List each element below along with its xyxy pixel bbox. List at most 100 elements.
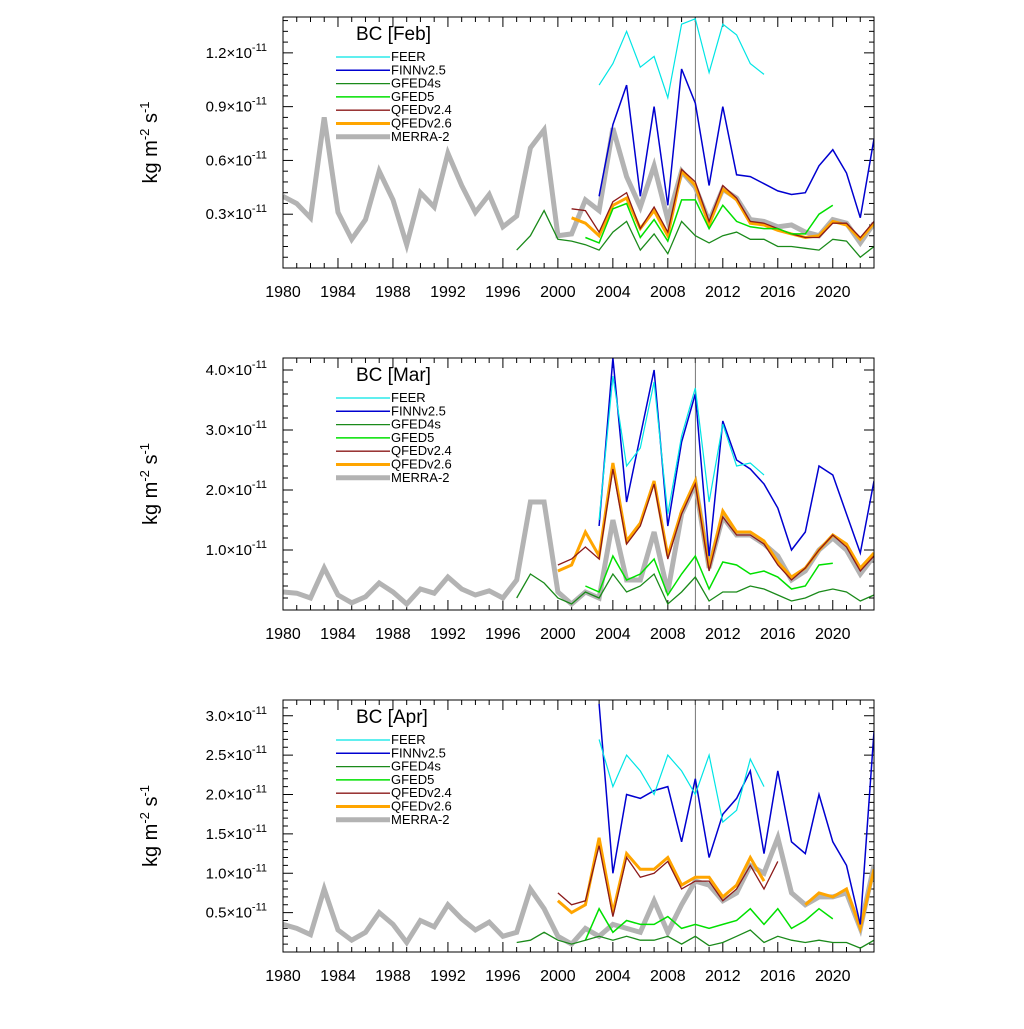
x-tick-label: 2000 xyxy=(540,284,576,301)
chart-panel-2: 1980 1984 1988 1992 1996 2000 2004 2008 2012 2016… xyxy=(137,357,875,643)
chart-title: BC [Feb] xyxy=(356,24,431,45)
legend-label: FEER xyxy=(391,49,426,64)
chart-title: BC [Apr] xyxy=(356,707,428,728)
x-tick-label: 1980 xyxy=(265,284,301,301)
series-line-gfed5 xyxy=(585,199,834,244)
series-line-merra-2 xyxy=(283,117,874,254)
x-tick-label: 2008 xyxy=(650,284,686,301)
y-tick-label: 2.0×10-11 xyxy=(206,784,267,804)
series-line-gfed4s xyxy=(516,209,874,259)
series-line-finnv2-5 xyxy=(598,68,874,219)
legend-label: QFEDv2.6 xyxy=(391,799,452,814)
series-line-feer xyxy=(598,375,765,521)
x-tick-label: 1992 xyxy=(430,626,466,643)
legend-label: FINNv2.5 xyxy=(391,62,446,77)
x-tick-label: 1988 xyxy=(375,626,411,643)
legend-label: GFED4s xyxy=(391,417,441,432)
x-tick-label: 1996 xyxy=(485,968,521,985)
legend-label: GFED5 xyxy=(391,89,434,104)
y-tick-label: 3.0×10-11 xyxy=(206,705,267,725)
legend-label: QFEDv2.6 xyxy=(391,116,452,131)
y-axis-label: kg m-2 s-1 xyxy=(137,785,162,867)
plot-area xyxy=(283,703,874,949)
x-tick-label: 2000 xyxy=(540,626,576,643)
x-tick-label: 1984 xyxy=(320,968,356,985)
legend-label: GFED5 xyxy=(391,430,434,445)
y-tick-label: 2.5×10-11 xyxy=(206,744,267,764)
x-tick-label: 1980 xyxy=(265,626,301,643)
x-tick-label: 2016 xyxy=(760,284,796,301)
legend-label: GFED4s xyxy=(391,759,441,774)
legend-label: GFED5 xyxy=(391,772,434,787)
plot-frame xyxy=(282,699,875,953)
series-line-merra-2 xyxy=(283,475,874,608)
series-line-gfed4s xyxy=(516,572,874,606)
legend-label: FINNv2.5 xyxy=(391,403,446,418)
plot-frame xyxy=(282,16,875,269)
y-tick-label: 3.0×10-11 xyxy=(206,419,267,439)
x-tick-label: 2016 xyxy=(760,968,796,985)
x-tick-label: 2020 xyxy=(815,968,851,985)
legend-label: FEER xyxy=(391,390,426,405)
series-line-finnv2-5 xyxy=(598,703,874,925)
y-tick-label: 1.0×10-11 xyxy=(206,539,267,559)
series-line-feer xyxy=(598,17,765,101)
series-line-gfed4s xyxy=(516,929,874,949)
legend-label: MERRA-2 xyxy=(391,812,450,827)
x-tick-label: 1988 xyxy=(375,284,411,301)
series-line-qfedv2-4 xyxy=(557,845,779,917)
x-tick-label: 2008 xyxy=(650,626,686,643)
legend-label: QFEDv2.6 xyxy=(391,457,452,472)
x-tick-label: 1984 xyxy=(320,284,356,301)
x-tick-label: 2012 xyxy=(705,284,741,301)
x-tick-label: 2016 xyxy=(760,626,796,643)
y-tick-label: 0.3×10-11 xyxy=(206,203,267,223)
x-tick-label: 2008 xyxy=(650,968,686,985)
legend-label: MERRA-2 xyxy=(391,470,450,485)
x-tick-label: 2000 xyxy=(540,968,576,985)
x-tick-label: 2004 xyxy=(595,968,631,985)
legend-label: QFEDv2.4 xyxy=(391,785,452,800)
x-tick-label: 2020 xyxy=(815,626,851,643)
chart-panel-1: 1980 1984 1988 1992 1996 2000 2004 2008 2012 2016… xyxy=(137,16,875,301)
chart-title: BC [Mar] xyxy=(356,365,431,386)
y-axis-label: kg m-2 s-1 xyxy=(137,101,162,183)
y-tick-label: 0.5×10-11 xyxy=(206,902,267,922)
series-line-feer xyxy=(598,739,765,824)
y-tick-label: 0.6×10-11 xyxy=(206,149,267,169)
series-line-gfed5 xyxy=(584,907,834,941)
y-tick-label: 1.2×10-11 xyxy=(206,42,267,62)
legend-label: GFED4s xyxy=(391,76,441,91)
chart-panel-3: 1980 1984 1988 1992 1996 2000 2004 2008 2012 2016… xyxy=(137,699,875,985)
x-tick-label: 1996 xyxy=(485,284,521,301)
x-tick-label: 2020 xyxy=(815,284,851,301)
x-tick-label: 1992 xyxy=(430,284,466,301)
x-tick-label: 2004 xyxy=(595,626,631,643)
series-line-gfed5 xyxy=(585,554,833,597)
y-tick-label: 2.0×10-11 xyxy=(206,479,267,499)
series-line-qfedv2-4 xyxy=(557,468,874,581)
x-tick-label: 2004 xyxy=(595,284,631,301)
plot-frame xyxy=(282,357,875,611)
plot-area xyxy=(283,17,874,259)
legend-label: FEER xyxy=(391,732,426,747)
legend-label: QFEDv2.4 xyxy=(391,443,452,458)
y-axis-label: kg m-2 s-1 xyxy=(137,443,162,525)
y-tick-label: 0.9×10-11 xyxy=(206,96,267,116)
x-tick-label: 1980 xyxy=(265,968,301,985)
legend-label: QFEDv2.4 xyxy=(391,102,452,117)
plot-area xyxy=(283,358,874,608)
x-tick-label: 1988 xyxy=(375,968,411,985)
x-tick-label: 1992 xyxy=(430,968,466,985)
x-tick-label: 2012 xyxy=(705,968,741,985)
x-tick-label: 1996 xyxy=(485,626,521,643)
series-line-finnv2-5 xyxy=(598,358,874,557)
series-line-merra-2 xyxy=(283,829,874,948)
legend-label: MERRA-2 xyxy=(391,129,450,144)
legend-label: FINNv2.5 xyxy=(391,745,446,760)
x-tick-label: 1984 xyxy=(320,626,356,643)
y-tick-label: 1.0×10-11 xyxy=(206,862,267,882)
series-line-qfedv2-6 xyxy=(571,168,874,242)
